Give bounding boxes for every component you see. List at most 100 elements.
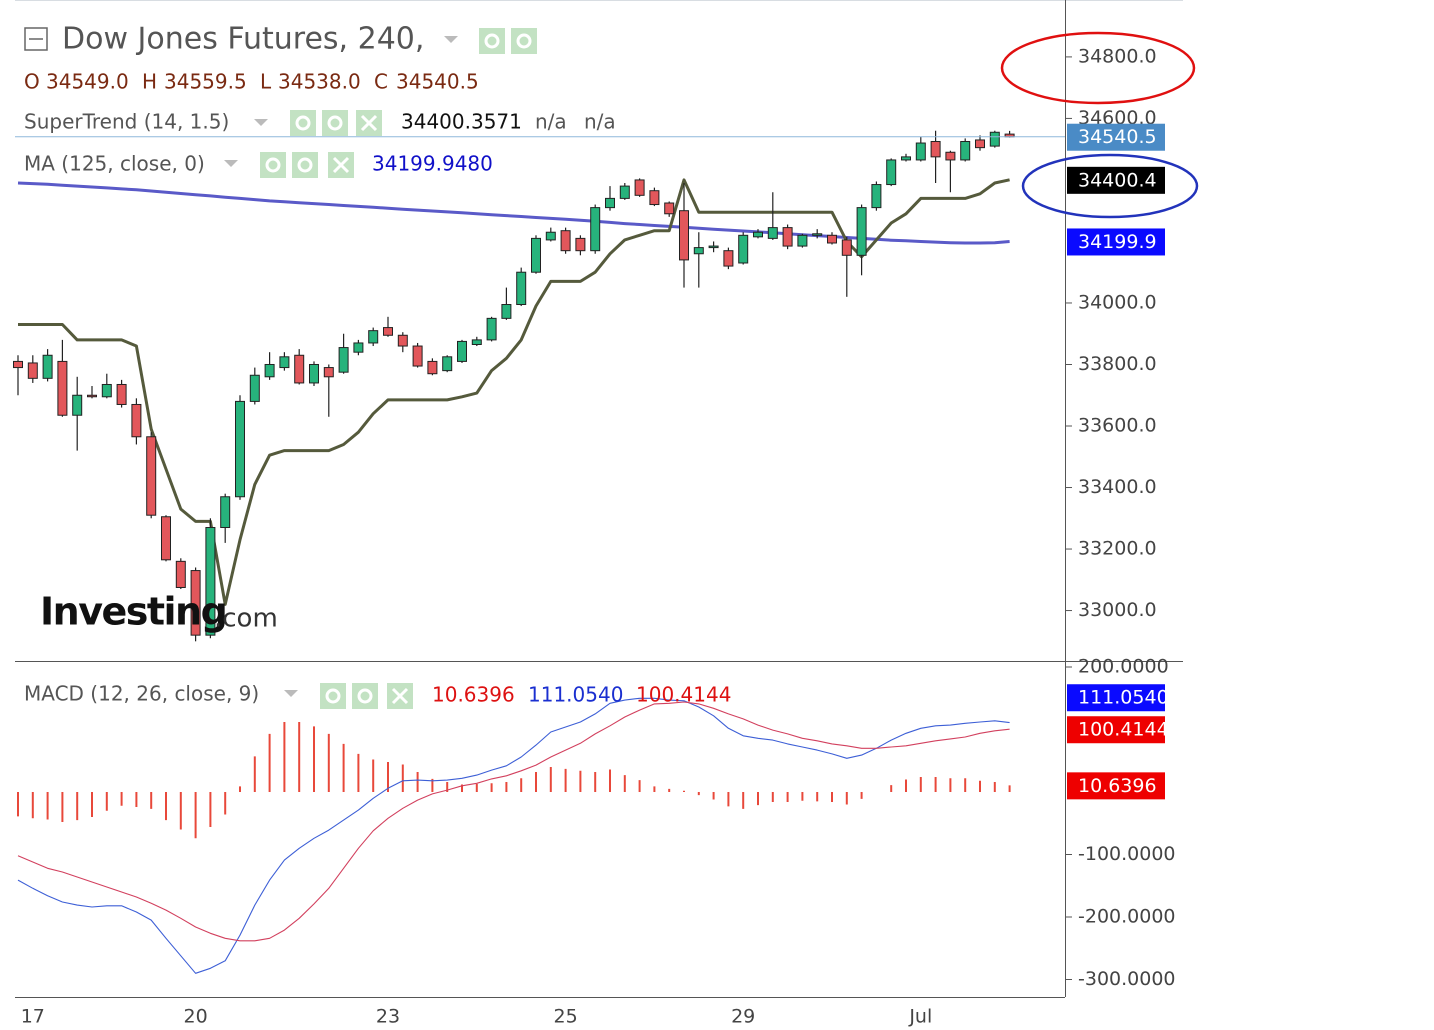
axis-labels: 33000.0 33200.0 33400.0 33600.0 33800.0 34000…	[21, 45, 1176, 1027]
y-tick-label: -300.0000	[1078, 968, 1176, 990]
icon-box	[322, 110, 348, 136]
candle-body	[753, 231, 763, 238]
candle-body	[72, 394, 83, 416]
icon-box	[479, 28, 505, 54]
candle-body	[590, 207, 601, 252]
macd-line	[17, 701, 1010, 942]
indicator-value: 111.0540	[528, 683, 623, 707]
plot-area	[13, 130, 1065, 974]
indicator-label: 111.0540	[1078, 687, 1169, 709]
candle-body	[841, 239, 852, 256]
y-tick-label: 34600.0	[1078, 107, 1157, 129]
remove-button[interactable]	[387, 683, 413, 709]
indicator-label: 100.4144	[1078, 719, 1169, 741]
settings-button[interactable]	[352, 683, 378, 709]
candle-body	[989, 131, 1000, 147]
candle-body	[619, 185, 630, 199]
ohlc-value: 34540.5	[396, 70, 479, 94]
ohlc-value: 34559.5	[164, 70, 247, 94]
indicator-line	[18, 178, 1010, 606]
y-tick-label: -100.0000	[1078, 843, 1176, 865]
dropdown-caret[interactable]	[224, 160, 238, 167]
indicator-value: 100.4144	[636, 683, 731, 707]
candle-body	[383, 327, 393, 336]
candle-body	[368, 330, 379, 344]
settings-button[interactable]	[479, 28, 505, 54]
candle-body	[457, 340, 467, 362]
candle-body	[560, 230, 571, 252]
candle-body	[516, 271, 527, 306]
settings-button[interactable]	[292, 152, 318, 178]
indicator-value: 34199.9480	[372, 152, 493, 176]
icon-glyph	[325, 688, 341, 704]
candle-body	[294, 354, 305, 384]
candle-body	[87, 394, 97, 398]
candle-body	[827, 234, 837, 244]
candle-body	[264, 363, 275, 378]
candle-body	[782, 227, 793, 247]
candle-body	[871, 184, 882, 209]
candle-body	[605, 197, 615, 209]
candle-body	[930, 140, 941, 158]
indicator-label-box	[1067, 772, 1165, 800]
candle-body	[812, 233, 823, 236]
icon-glyph	[484, 33, 500, 49]
x-tick-label: 23	[376, 1006, 400, 1028]
icon-glyph	[297, 157, 313, 173]
y-tick-label: 34800.0	[1078, 45, 1157, 67]
candle-body	[960, 140, 971, 161]
candle-body	[797, 234, 808, 247]
candle-body	[323, 367, 334, 378]
candle-body	[161, 516, 171, 561]
dropdown-caret[interactable]	[254, 119, 268, 126]
dropdown-caret[interactable]	[284, 690, 298, 697]
indicator-name: MACD (12, 26, close, 9)	[24, 682, 259, 706]
icon-glyph	[332, 156, 350, 174]
indicator-label: 34199.9	[1078, 231, 1157, 253]
candle-body	[116, 383, 127, 405]
remove-button[interactable]	[356, 110, 382, 136]
icon-box	[260, 152, 286, 178]
candle-body	[901, 156, 911, 161]
candle-body	[27, 362, 38, 379]
candle-body	[575, 237, 586, 252]
candle-body	[220, 496, 231, 529]
y-tick-label: 200.0000	[1078, 656, 1169, 678]
candle-body	[205, 527, 216, 636]
x-tick-label: 20	[184, 1006, 208, 1028]
icon-glyph	[295, 115, 311, 131]
icon-box	[352, 683, 378, 709]
candle-body	[945, 151, 956, 161]
candle-body	[338, 347, 349, 373]
dropdown-caret[interactable]	[444, 36, 458, 43]
candle-body	[190, 570, 201, 636]
watermark: Investing	[40, 590, 226, 634]
candle-body	[471, 339, 482, 345]
candle-body	[397, 334, 408, 347]
candle-body	[649, 190, 660, 206]
settings-button[interactable]	[290, 110, 316, 136]
candle-body	[708, 245, 719, 249]
x-tick-label: 29	[731, 1006, 755, 1028]
icon-glyph	[391, 687, 409, 705]
indicator-value: 34400.3571	[401, 110, 522, 134]
price-label: 34540.5	[1078, 126, 1157, 148]
settings-button[interactable]	[322, 110, 348, 136]
x-tick-label: Jul	[908, 1006, 932, 1028]
annotation-ellipse	[1000, 31, 1196, 105]
settings-button[interactable]	[260, 152, 286, 178]
icon-glyph	[327, 115, 343, 131]
y-tick-label: 33600.0	[1078, 415, 1157, 437]
remove-button[interactable]	[328, 152, 354, 178]
indicator-value: n/a	[535, 110, 567, 134]
collapse-button[interactable]	[24, 27, 48, 51]
indicator-label-box	[1067, 684, 1165, 712]
settings-button[interactable]	[511, 28, 537, 54]
candle-body	[679, 210, 689, 261]
candle-body	[738, 234, 749, 264]
candle-body	[279, 356, 290, 369]
y-tick-label: 33800.0	[1078, 353, 1157, 375]
x-tick-label: 25	[554, 1006, 578, 1028]
icon-glyph	[357, 688, 373, 704]
settings-button[interactable]	[320, 683, 346, 709]
